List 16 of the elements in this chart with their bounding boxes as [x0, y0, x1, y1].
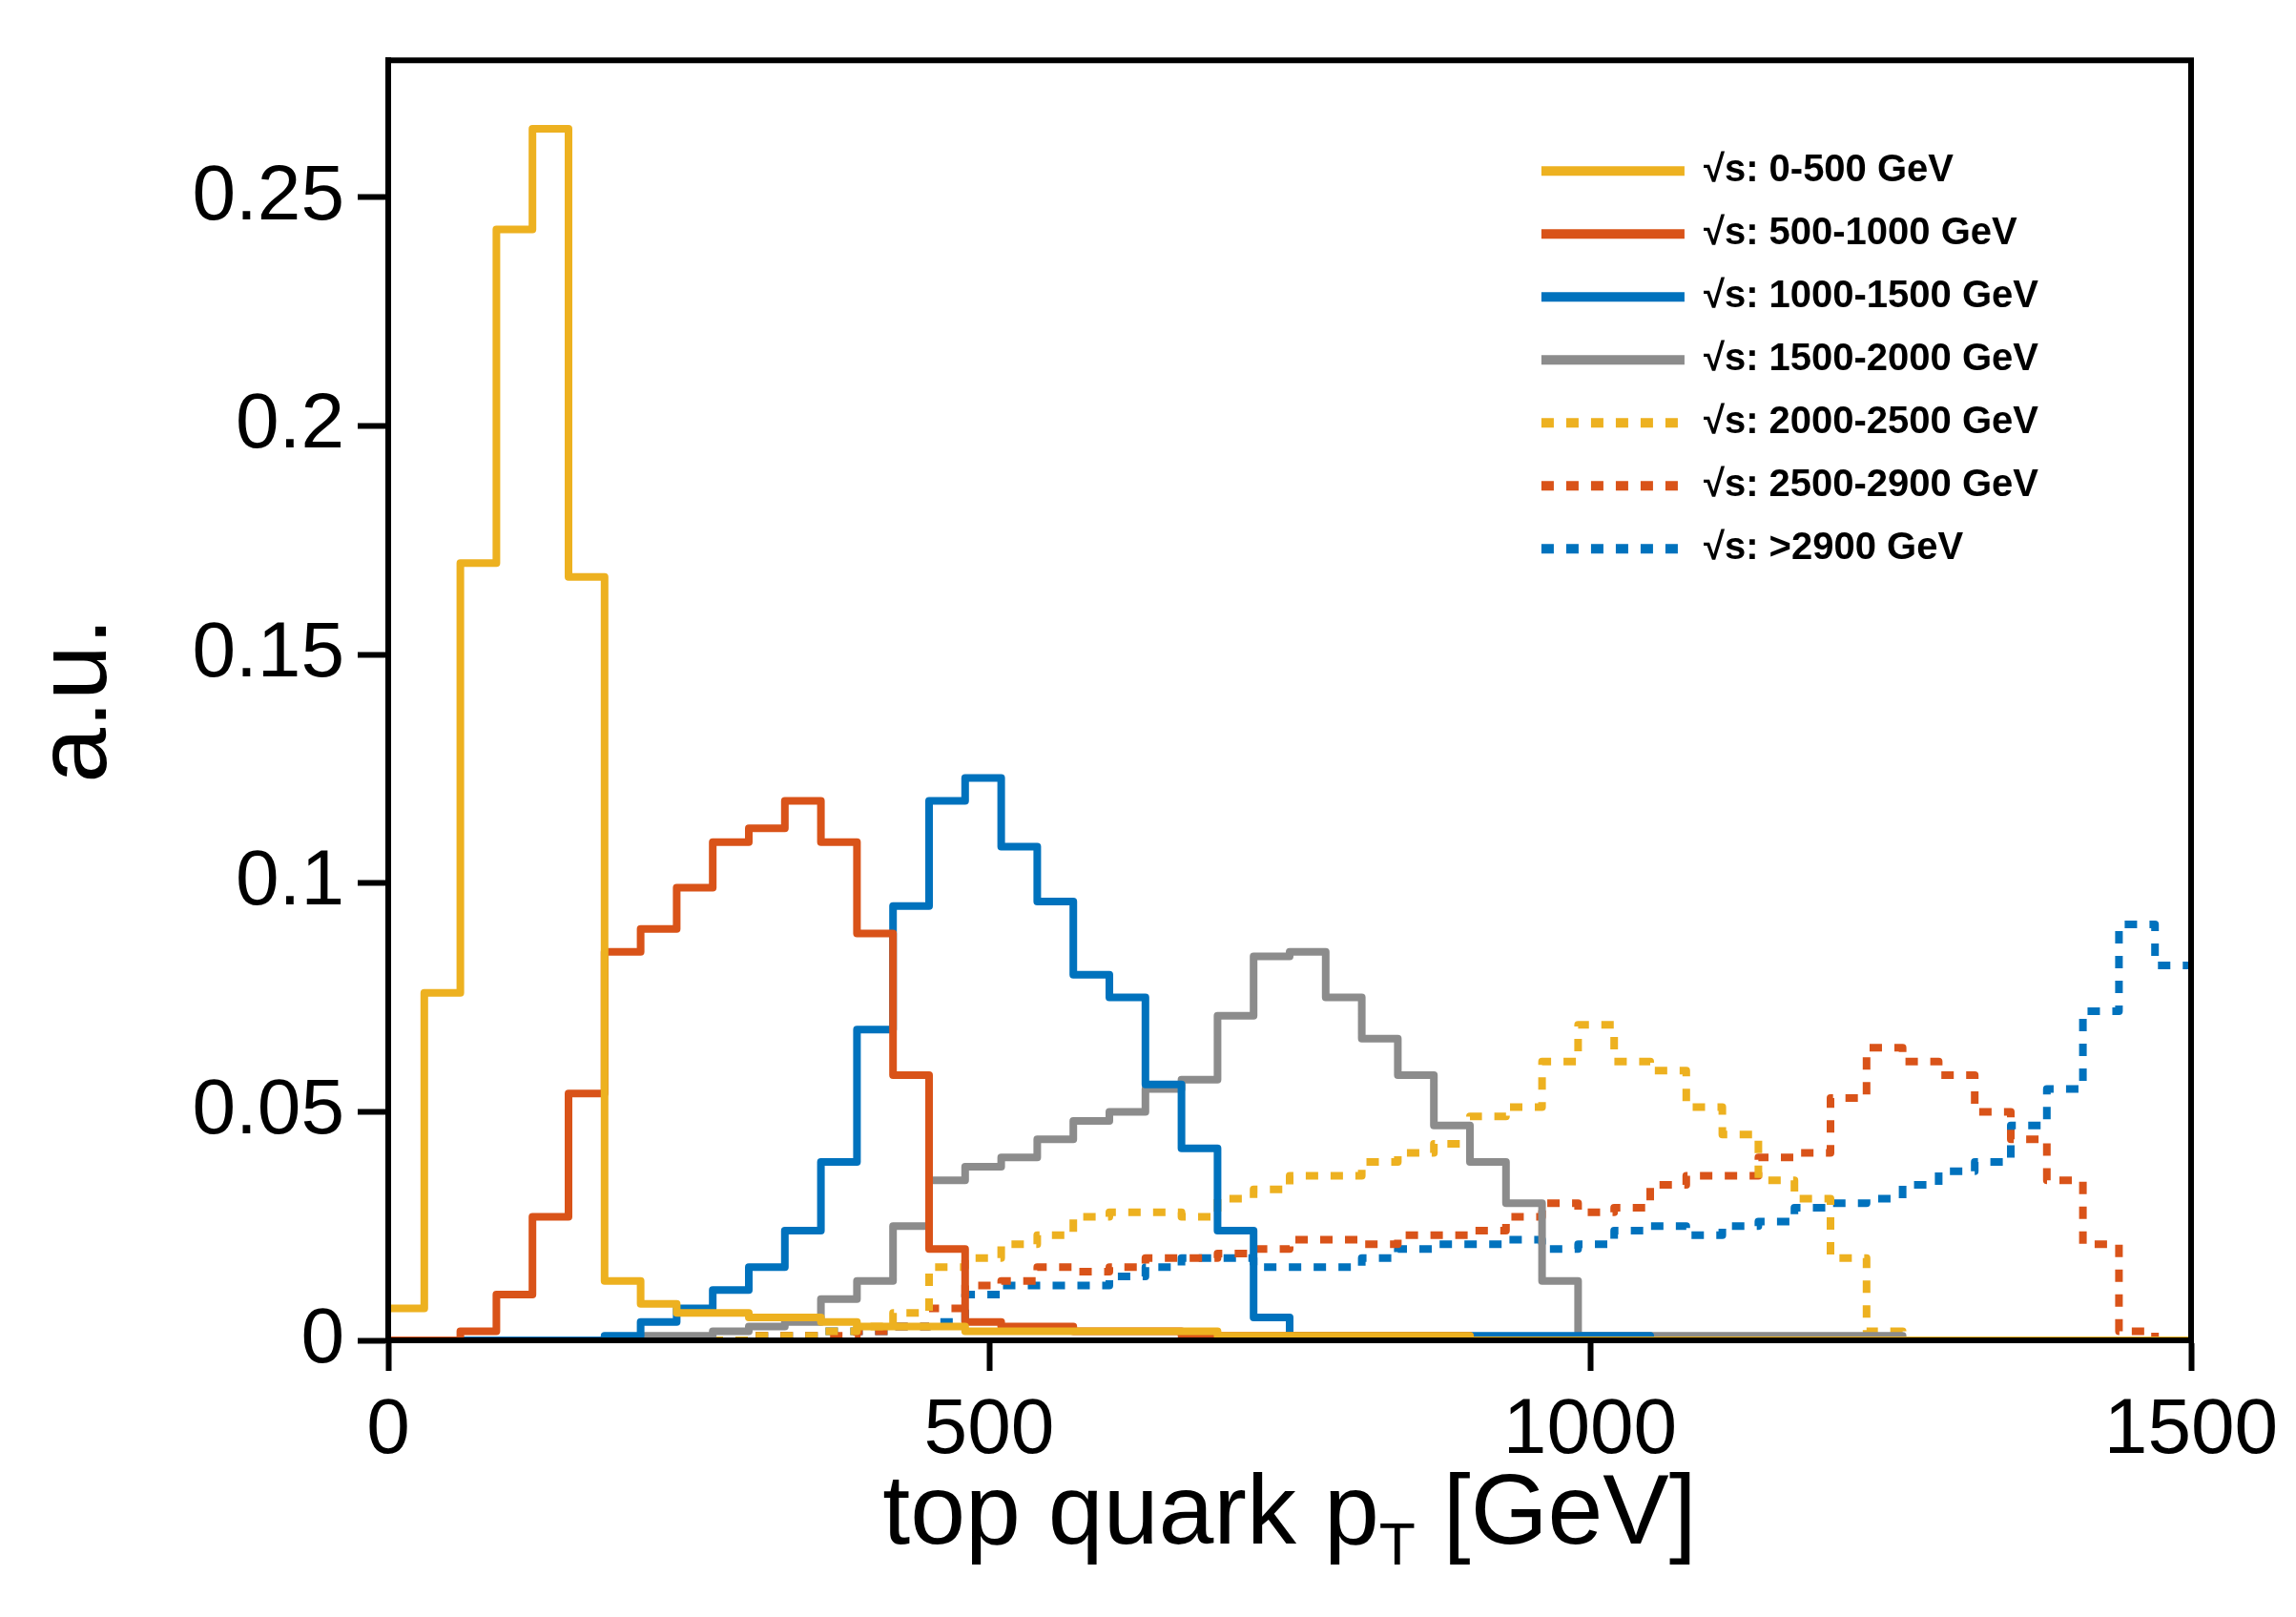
legend-label: √s: 500-1000 GeV [1703, 210, 2018, 253]
y-tick-label: 0.2 [236, 377, 344, 465]
y-tick-label: 0.25 [192, 148, 344, 236]
legend-label: √s: 2000-2500 GeV [1703, 399, 2039, 442]
legend-label: √s: >2900 GeV [1703, 525, 1964, 568]
x-tick-label: 0 [366, 1381, 410, 1469]
legend-label: √s: 1500-2000 GeV [1703, 336, 2039, 379]
x-tick-label: 1500 [2103, 1381, 2279, 1469]
y-axis-title: a.u. [16, 617, 127, 783]
y-tick-label: 0 [300, 1291, 344, 1379]
legend-label: √s: 1000-1500 GeV [1703, 273, 2039, 316]
y-tick-label: 0.1 [236, 834, 344, 922]
y-tick-label: 0.15 [192, 605, 344, 693]
legend-label: √s: 2500-2900 GeV [1703, 462, 2039, 505]
y-tick-label: 0.05 [192, 1063, 344, 1150]
legend-label: √s: 0-500 GeV [1703, 147, 1955, 190]
